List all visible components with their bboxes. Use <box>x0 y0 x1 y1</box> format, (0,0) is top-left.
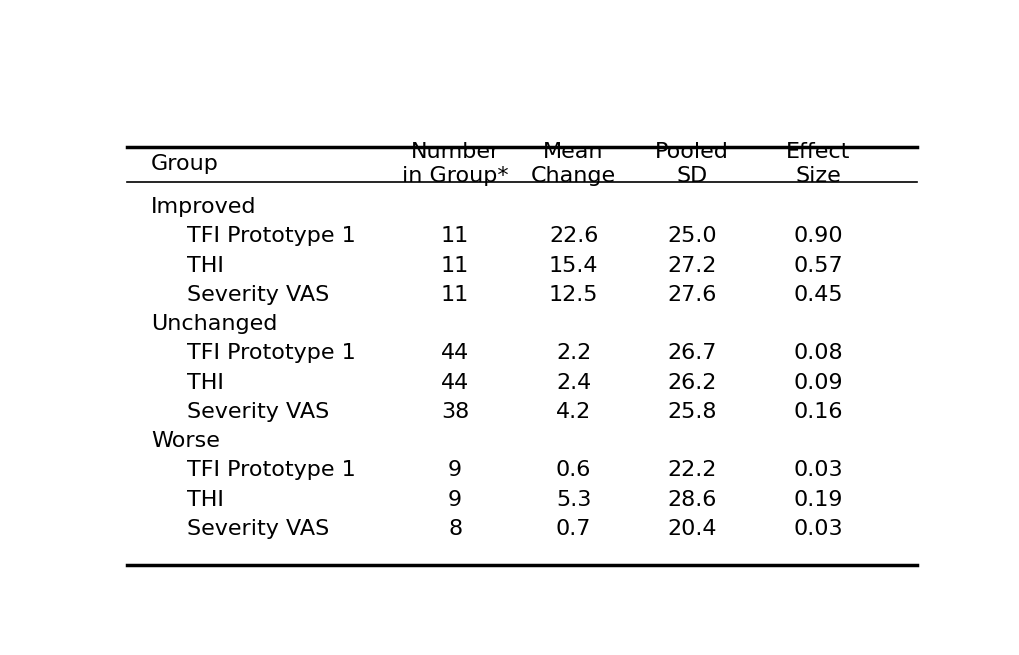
Text: 11: 11 <box>441 227 469 246</box>
Text: TFI Prototype 1: TFI Prototype 1 <box>186 460 356 481</box>
Text: THI: THI <box>186 255 223 276</box>
Text: 8: 8 <box>448 519 463 539</box>
Text: 0.08: 0.08 <box>794 343 843 364</box>
Text: 0.16: 0.16 <box>794 402 843 422</box>
Text: TFI Prototype 1: TFI Prototype 1 <box>186 227 356 246</box>
Text: THI: THI <box>186 373 223 393</box>
Text: 44: 44 <box>441 373 469 393</box>
Text: 26.7: 26.7 <box>667 343 716 364</box>
Text: 5.3: 5.3 <box>556 490 591 510</box>
Text: Improved: Improved <box>151 197 257 217</box>
Text: Mean
Change: Mean Change <box>531 142 616 186</box>
Text: TFI Prototype 1: TFI Prototype 1 <box>186 343 356 364</box>
Text: Severity VAS: Severity VAS <box>186 285 329 305</box>
Text: Effect
Size: Effect Size <box>787 142 851 186</box>
Text: 2.4: 2.4 <box>556 373 591 393</box>
Text: 15.4: 15.4 <box>549 255 598 276</box>
Text: 20.4: 20.4 <box>667 519 716 539</box>
Text: 2.2: 2.2 <box>556 343 591 364</box>
Text: 26.2: 26.2 <box>667 373 716 393</box>
Text: Number
in Group*: Number in Group* <box>401 142 508 186</box>
Text: Severity VAS: Severity VAS <box>186 402 329 422</box>
Text: 11: 11 <box>441 285 469 305</box>
Text: Severity VAS: Severity VAS <box>186 519 329 539</box>
Text: 44: 44 <box>441 343 469 364</box>
Text: 22.6: 22.6 <box>549 227 598 246</box>
Text: 0.03: 0.03 <box>794 460 843 481</box>
Text: 9: 9 <box>448 490 463 510</box>
Text: 22.2: 22.2 <box>667 460 716 481</box>
Text: 12.5: 12.5 <box>549 285 598 305</box>
Text: 0.45: 0.45 <box>794 285 843 305</box>
Text: 28.6: 28.6 <box>667 490 716 510</box>
Text: 0.57: 0.57 <box>794 255 843 276</box>
Text: 25.8: 25.8 <box>667 402 716 422</box>
Text: Unchanged: Unchanged <box>151 314 277 334</box>
Text: 27.6: 27.6 <box>667 285 716 305</box>
Text: 9: 9 <box>448 460 463 481</box>
Text: 38: 38 <box>441 402 469 422</box>
Text: 11: 11 <box>441 255 469 276</box>
Text: 0.90: 0.90 <box>794 227 843 246</box>
Text: THI: THI <box>186 490 223 510</box>
Text: 4.2: 4.2 <box>556 402 591 422</box>
Text: Group: Group <box>151 155 219 174</box>
Text: 25.0: 25.0 <box>667 227 716 246</box>
Text: 0.09: 0.09 <box>794 373 843 393</box>
Text: 0.7: 0.7 <box>556 519 591 539</box>
Text: 0.03: 0.03 <box>794 519 843 539</box>
Text: 0.19: 0.19 <box>794 490 843 510</box>
Text: Pooled
SD: Pooled SD <box>655 142 729 186</box>
Text: Worse: Worse <box>151 431 220 451</box>
Text: 27.2: 27.2 <box>667 255 716 276</box>
Text: 0.6: 0.6 <box>556 460 591 481</box>
